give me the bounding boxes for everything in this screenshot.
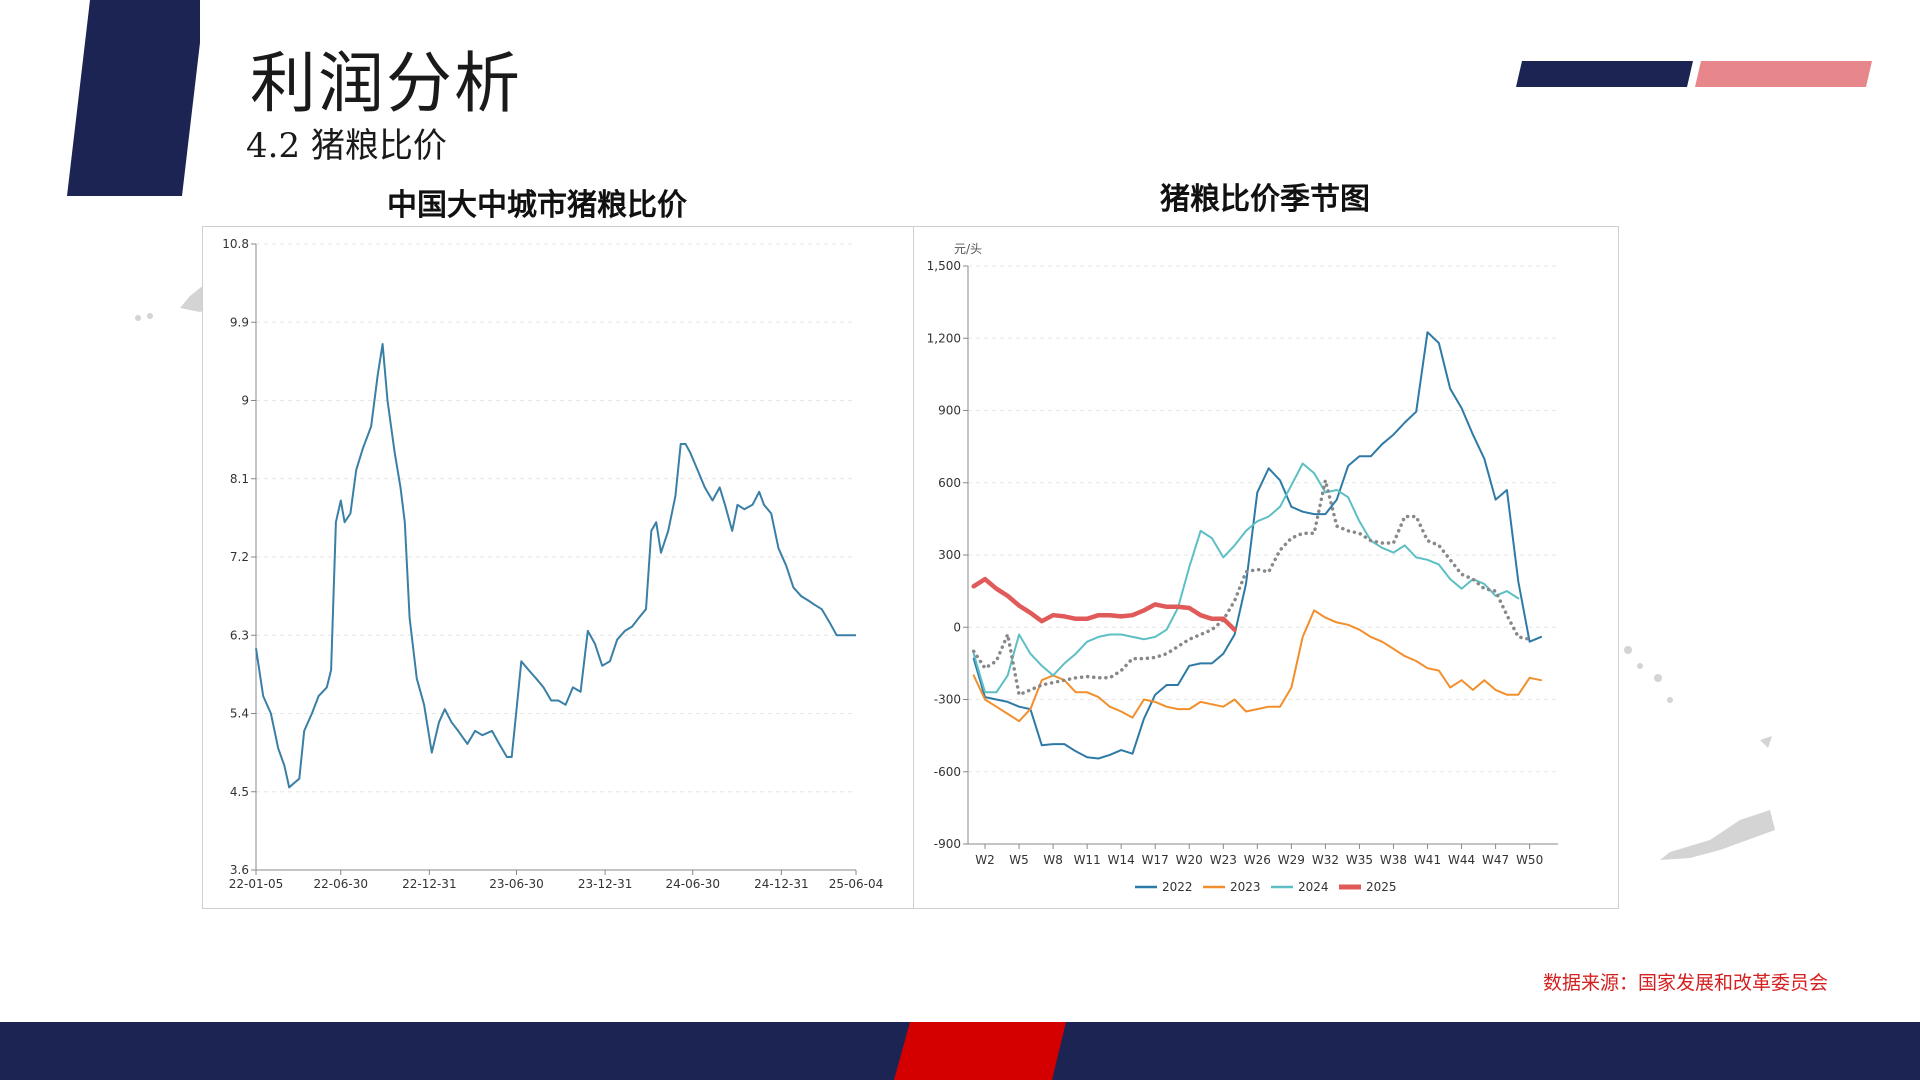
x-tick-labels: 22-01-05 22-06-30 22-12-31 23-06-30 23-12-31…	[229, 877, 883, 891]
grid-lines	[251, 243, 856, 871]
series-line	[972, 462, 1520, 694]
x-tick-label: W35	[1346, 853, 1373, 867]
chart-title-left: 中国大中城市猪粮比价	[387, 188, 687, 223]
slide-title: 利润分析	[250, 45, 522, 122]
legend: 2022 2023 2024 2025	[1135, 880, 1397, 894]
x-tick-label: 23-12-31	[578, 877, 632, 891]
x-tick-label: W8	[1043, 853, 1063, 867]
chart-title-right: 猪粮比价季节图	[1160, 182, 1370, 217]
x-tick-label: W50	[1516, 853, 1543, 867]
x-tick-label: W47	[1482, 853, 1509, 867]
y-tick-label: 9	[241, 394, 249, 408]
x-tick-label: W44	[1448, 853, 1475, 867]
series-line	[972, 609, 1542, 723]
x-tick-label: 22-01-05	[229, 877, 283, 891]
x-tick-label: W26	[1244, 853, 1271, 867]
y-tick-label: 600	[938, 476, 961, 490]
grid-lines	[963, 265, 1558, 845]
x-tick-label: W20	[1176, 853, 1203, 867]
legend-label: 2022	[1162, 880, 1193, 894]
source-note: 数据来源：国家发展和改革委员会	[1542, 972, 1828, 994]
series-lines	[971, 331, 1542, 760]
x-tick-label: 23-06-30	[489, 877, 543, 891]
x-tick-label: W32	[1312, 853, 1339, 867]
y-tick-label: 300	[938, 548, 961, 562]
x-tick-label: W38	[1380, 853, 1407, 867]
x-tick-label: W29	[1278, 853, 1305, 867]
y-tick-label: -900	[934, 837, 961, 851]
y-tick-label: 900	[938, 404, 961, 418]
y-unit-label: 元/头	[954, 242, 982, 256]
header-accent-bars	[1516, 61, 1872, 87]
y-tick-label: 10.8	[222, 237, 249, 251]
x-tick-label: W23	[1210, 853, 1237, 867]
y-tick-label: 1,500	[927, 259, 961, 273]
y-tick-label: 8.1	[230, 472, 249, 486]
panel-divider	[913, 226, 914, 909]
legend-label: 2024	[1298, 880, 1329, 894]
axes	[255, 244, 857, 875]
x-tick-label: W17	[1142, 853, 1169, 867]
y-tick-label: 5.4	[230, 707, 249, 721]
y-tick-labels: 1,500 1,200 900 600 300 0 -300 -600 -900	[927, 259, 961, 851]
legend-label: 2025	[1366, 880, 1397, 894]
y-tick-label: -600	[934, 765, 961, 779]
series-line	[255, 343, 856, 789]
y-tick-label: 4.5	[230, 785, 249, 799]
y-tick-label: 9.9	[230, 315, 249, 329]
x-tick-labels: W2 W5 W8 W11 W14 W17 W20 W23 W26 W29 W32 W35 W38 W41 W…	[975, 853, 1543, 867]
y-tick-label: 1,200	[927, 331, 961, 345]
x-tick-label: W14	[1108, 853, 1135, 867]
header-stripe-left	[67, 0, 200, 196]
series-line	[971, 478, 1532, 697]
map-decoration-right	[1624, 646, 1775, 860]
x-tick-label: 24-06-30	[666, 877, 720, 891]
y-tick-labels: 10.8 9.9 9 8.1 7.2 6.3 5.4 4.5 3.6	[222, 237, 249, 877]
legend-label: 2023	[1230, 880, 1261, 894]
footer-band	[0, 1022, 1920, 1080]
x-tick-label: W2	[975, 853, 995, 867]
axes	[967, 266, 1558, 849]
y-tick-label: 0	[953, 620, 961, 634]
x-tick-label: W11	[1074, 853, 1101, 867]
x-tick-label: 22-06-30	[314, 877, 368, 891]
y-tick-label: -300	[934, 693, 961, 707]
x-tick-label: 24-12-31	[754, 877, 808, 891]
x-tick-label: 25-06-04	[829, 877, 883, 891]
slide-subtitle: 4.2 猪粮比价	[246, 126, 447, 166]
y-tick-label: 3.6	[230, 863, 249, 877]
x-tick-label: W5	[1009, 853, 1029, 867]
x-tick-label: 22-12-31	[402, 877, 456, 891]
series-lines	[255, 343, 856, 789]
series-line	[972, 331, 1542, 760]
chart-panel	[202, 226, 1619, 909]
series-line	[971, 576, 1237, 632]
line-chart-pig-grain-ratio: 10.8 9.9 9 8.1 7.2 6.3 5.4 4.5 3.6 22-01-05 22-06…	[222, 237, 883, 891]
y-tick-label: 6.3	[230, 628, 249, 642]
x-tick-label: W41	[1414, 853, 1441, 867]
y-tick-label: 7.2	[230, 550, 249, 564]
